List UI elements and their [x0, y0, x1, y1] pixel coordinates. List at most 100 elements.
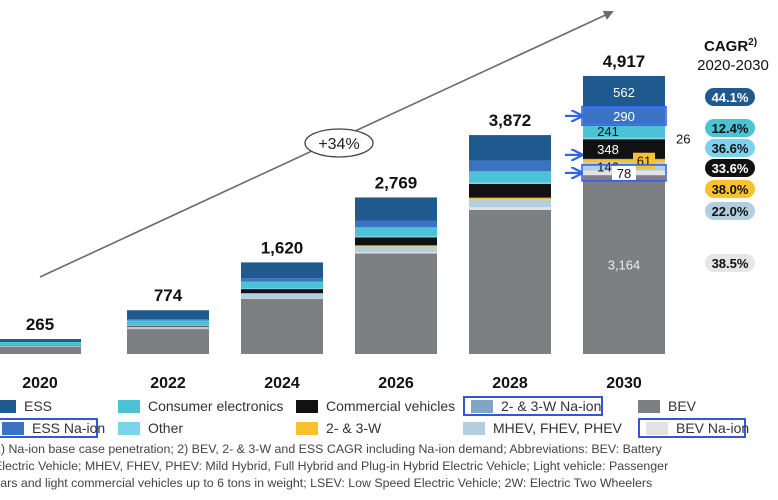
- bar-segment-2-3-w-2030: [583, 158, 665, 163]
- bar-segment-bev-2030: [583, 175, 665, 354]
- legend-swatch: [646, 421, 668, 435]
- legend-swatch: [296, 421, 318, 435]
- bar-segment-bev-2026: [355, 253, 437, 354]
- legend-swatch: [638, 399, 660, 413]
- cagr-value-2-3-w: 38.0%: [712, 182, 749, 197]
- cagr-value-consumer-electronics: 12.4%: [712, 121, 749, 136]
- bar-segment-bev-na-ion-2024: [241, 298, 323, 299]
- bar-segment-2-3-w-na-ion-2024: [241, 293, 323, 294]
- bar-segment-other-2030: [583, 137, 665, 140]
- bar-segment-2-3-w-na-ion-2028: [469, 197, 551, 199]
- legend-item-ess: ESS: [0, 396, 52, 416]
- legend-swatch: [471, 399, 493, 413]
- bar-segment-bev-na-ion-2028: [469, 207, 551, 210]
- bar-segment-consumer-electronics-2030: [583, 124, 665, 138]
- bar-segment-2-3-w-na-ion-2026: [355, 245, 437, 246]
- cagr-value-bev: 38.5%: [712, 256, 749, 271]
- bar-total-label-2024: 1,620: [261, 238, 304, 257]
- bar-segment-mhev-fhev-phev-2028: [469, 199, 551, 208]
- legend-swatch: [296, 399, 318, 413]
- legend-item-ess-na-ion: ESS Na-ion: [0, 418, 105, 438]
- legend-label: Other: [148, 420, 184, 436]
- bar-segment-mhev-fhev-phev-2022: [127, 327, 209, 330]
- bar-segment-bev-2024: [241, 298, 323, 354]
- legend-swatch: [118, 399, 140, 413]
- bar-segment-ess-2022: [127, 310, 209, 320]
- cagr-pill-commercial-vehicles: [705, 159, 755, 177]
- legend-label: Commercial vehicles: [326, 398, 456, 414]
- legend-item-mhev-fhev-phev: MHEV, FHEV, PHEV: [463, 418, 622, 438]
- bar-segment-bev-2028: [469, 209, 551, 354]
- bar-segment-ess-2028: [469, 135, 551, 161]
- cagr-value-other: 36.6%: [712, 141, 749, 156]
- stacked-bar-chart: +34% 265 2020 774 2022 1,620 2024 2,769 2026 3,8…: [0, 10, 769, 392]
- footnote-line-2: Electric Vehicle; MHEV, FHEV, PHEV: Mild…: [0, 459, 669, 473]
- legend-label: 2- & 3-W Na-ion: [501, 398, 602, 414]
- bar-segment-ess-na-ion-2022: [127, 319, 209, 321]
- bar-segment-consumer-electronics-2022: [127, 320, 209, 326]
- bar-segment-commercial-vehicles-2028: [469, 183, 551, 198]
- cagr-pill-mhev-fhev-phev: [705, 202, 755, 220]
- footnote-line-3: cars and light commercial vehicles up to…: [0, 476, 653, 490]
- bar-segment-ess-2030: [583, 75, 665, 108]
- legend-item-consumer-electronics: Consumer electronics: [118, 396, 283, 416]
- bar-segment-ess-na-ion-2030: [583, 107, 665, 125]
- data-label-2-3-w-2030: 61: [637, 154, 651, 169]
- data-label-ess-2030: 562: [613, 85, 635, 100]
- bar-total-label-2026: 2,769: [375, 173, 418, 192]
- bar-segment-mhev-fhev-phev-2020: [0, 345, 81, 347]
- bar-segment-other-2028: [469, 182, 551, 184]
- bar-segment-bev-2022: [127, 329, 209, 354]
- data-label-other-2030: 26: [676, 131, 690, 146]
- legend-swatch: [2, 421, 24, 435]
- data-label-consumer-electronics-2030: 241: [597, 124, 619, 139]
- legend-item-other: Other: [118, 418, 183, 438]
- cagr-pill-ess: [705, 88, 755, 106]
- legend-label: ESS: [24, 398, 53, 414]
- legend-label: BEV: [668, 398, 697, 414]
- bar-segment-consumer-electronics-2024: [241, 281, 323, 289]
- cagr-pill-2-3-w: [705, 180, 755, 198]
- x-tick-label-2030: 2030: [606, 375, 642, 392]
- bar-segment-2-3-w-na-ion-2030: [583, 158, 665, 160]
- bar-segment-2-3-w-2028: [469, 197, 551, 200]
- bar-segment-ess-na-ion-2026: [355, 220, 437, 228]
- bar-segment-mhev-fhev-phev-2024: [241, 293, 323, 299]
- bar-segment-commercial-vehicles-2026: [355, 237, 437, 246]
- legend-label: ESS Na-ion: [32, 420, 106, 436]
- legend-item-2-3-w: 2- & 3-W: [296, 418, 381, 438]
- bar-segment-bev-2020: [0, 346, 81, 354]
- growth-label: +34%: [318, 136, 359, 153]
- growth-label-oval: [304, 128, 374, 158]
- cagr-value-ess: 44.1%: [712, 90, 749, 105]
- legend-item-commercial-vehicles: Commercial vehicles: [296, 396, 455, 416]
- highlight-box-ess-na-ion: [581, 105, 667, 126]
- bar-segment-ess-2020: [0, 339, 81, 343]
- bar-segment-ess-2024: [241, 262, 323, 279]
- bar-total-label-2020: 265: [26, 315, 54, 334]
- legend-item-2-3-w-na-ion: 2- & 3-W Na-ion: [463, 396, 603, 416]
- x-tick-label-2022: 2022: [150, 375, 186, 392]
- cagr-title: CAGR2): [704, 37, 757, 55]
- bar-total-label-2030: 4,917: [603, 52, 646, 71]
- data-label-box-bev-na-ion: [612, 165, 636, 180]
- bar-segment-mhev-fhev-phev-2026: [355, 246, 437, 253]
- bar-total-label-2028: 3,872: [489, 111, 532, 130]
- bar-total-label-2022: 774: [154, 286, 183, 305]
- data-label-commercial-vehicles-2030: 348: [597, 142, 619, 157]
- footnote-line-1: 1) Na-ion base case penetration; 2) BEV,…: [0, 442, 662, 456]
- bar-segment-commercial-vehicles-2022: [127, 325, 209, 327]
- bar-segment-bev-na-ion-2026: [355, 252, 437, 254]
- bar-segment-other-2024: [241, 288, 323, 290]
- x-tick-label-2026: 2026: [378, 375, 414, 392]
- legend-item-bev-na-ion: BEV Na-ion: [638, 418, 750, 438]
- bar-segment-ess-na-ion-2024: [241, 278, 323, 282]
- bar-segment-ess-2026: [355, 197, 437, 221]
- data-label-ess-na-ion-2030: 290: [613, 109, 635, 124]
- legend-swatch: [0, 399, 16, 413]
- bar-segment-consumer-electronics-2028: [469, 171, 551, 183]
- highlight-box-bev-na-ion: [581, 164, 667, 182]
- bar-segment-other-2022: [127, 325, 209, 327]
- bar-segment-2-3-w-2026: [355, 245, 437, 247]
- legend-label: BEV Na-ion: [676, 420, 750, 436]
